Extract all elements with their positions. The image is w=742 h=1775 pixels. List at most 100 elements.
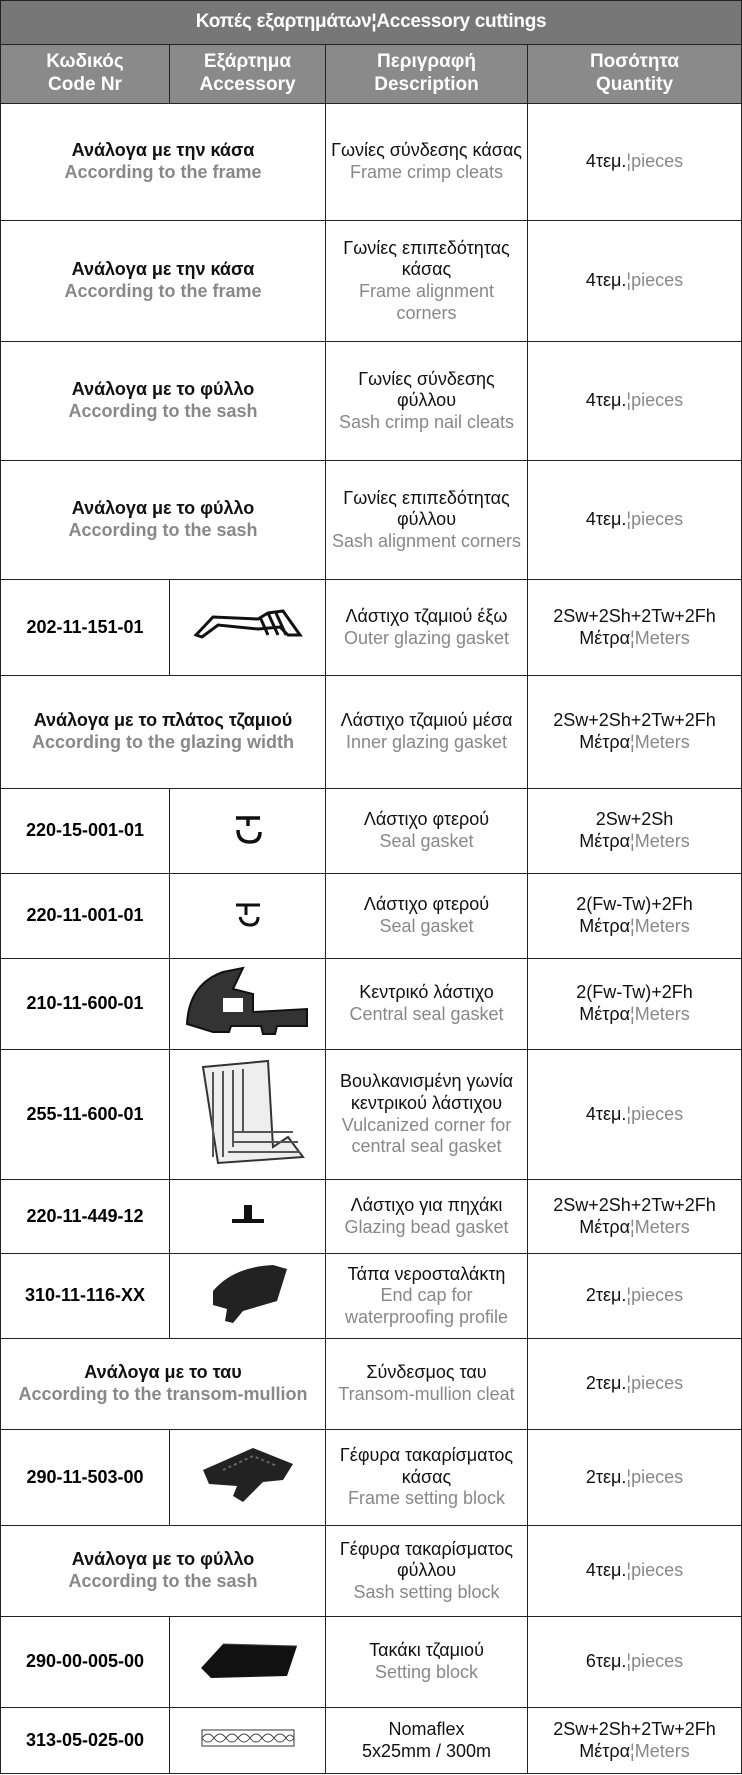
- description-el: Λάστιχο τζαμιού έξω: [345, 605, 508, 626]
- quantity-unit: Μέτρα¦Meters: [530, 916, 739, 938]
- code-cell: 220-11-001-01: [0, 873, 170, 959]
- icon-shape: [235, 816, 262, 845]
- description-el: Γωνίες σύνδεσης φύλλου: [358, 368, 495, 411]
- table-row: 255-11-600-01 Βουλκανισμένη γωνία κεντρικ…: [0, 1049, 742, 1180]
- icon-shape: [185, 966, 308, 1035]
- description-cell: Γέφυρα τακαρίσματος φύλλου Sash setting b…: [325, 1525, 528, 1617]
- icon-shape: [258, 612, 287, 636]
- unit-en: Meters: [634, 732, 690, 752]
- quantity-unit: 4τεμ.¦pieces: [530, 270, 739, 292]
- table-row: 210-11-600-01 Κεντρικό λάστιχο Central sea…: [0, 958, 742, 1050]
- description-el: Γωνίες επιπεδότητας φύλλου: [343, 487, 510, 530]
- quantity-cell: 2Sw+2Sh+2Tw+2Fh Μέτρα¦Meters: [527, 579, 742, 676]
- unit-el: 6τεμ.: [585, 1651, 627, 1672]
- quantity-cell: 4τεμ.¦pieces: [527, 460, 742, 580]
- quantity-formula: 2Sw+2Sh+2Tw+2Fh: [553, 1718, 716, 1739]
- description-cell: Λάστιχο τζαμιού μέσα Inner glazing gasket: [325, 675, 528, 789]
- description-el: Τάπα νεροσταλάκτη: [347, 1263, 506, 1284]
- unit-divider: ¦: [630, 831, 635, 851]
- description-en: Sash crimp nail cleats: [338, 411, 515, 432]
- basis-cell: Ανάλογα με το ταυ According to the transo…: [0, 1338, 326, 1430]
- quantity-cell: 4τεμ.¦pieces: [527, 341, 742, 461]
- table-row: Ανάλογα με το φύλλο According to the sash…: [0, 1525, 742, 1617]
- basis-el: Ανάλογα με το φύλλο: [71, 1549, 255, 1570]
- header-en: Description: [374, 74, 479, 95]
- unit-el: 4τεμ.: [585, 270, 627, 291]
- code-cell: 310-11-116-XX: [0, 1253, 170, 1339]
- basis-en: According to the sash: [68, 520, 258, 540]
- unit-el: Μέτρα: [579, 627, 631, 648]
- quantity-unit: 6τεμ.¦pieces: [530, 1651, 739, 1673]
- unit-el: Μέτρα: [579, 1740, 631, 1761]
- column-header: Εξάρτημα Accessory: [169, 44, 326, 104]
- icon-shape: [222, 1454, 277, 1471]
- quantity-cell: 2(Fw-Tw)+2Fh Μέτρα¦Meters: [527, 958, 742, 1050]
- description-el: Σύνδεσμος ταυ: [366, 1362, 487, 1383]
- quantity-cell: 2τεμ.¦pieces: [527, 1253, 742, 1339]
- description-cell: Τακάκι τζαμιού Setting block: [325, 1616, 528, 1708]
- unit-en: Meters: [634, 916, 690, 936]
- header-en: Code Nr: [48, 74, 122, 95]
- basis-cell: Ανάλογα με το πλάτος τζαμιού According to…: [0, 675, 326, 789]
- quantity-cell: 2Sw+2Sh+2Tw+2Fh Μέτρα¦Meters: [527, 675, 742, 789]
- unit-divider: ¦: [630, 1216, 635, 1237]
- basis-el: Ανάλογα με το φύλλο: [71, 498, 255, 519]
- description-cell: Γωνίες σύνδεσης φύλλου Sash crimp nail cl…: [325, 341, 528, 461]
- quantity-formula: 2Sw+2Sh+2Tw+2Fh: [553, 605, 716, 626]
- table-row: 290-00-005-00 Τακάκι τζαμιού Setting block…: [0, 1616, 742, 1708]
- quantity-formula: 2Sw+2Sh: [595, 809, 674, 830]
- icon-shape: [235, 903, 260, 927]
- unit-el: 4τεμ.: [585, 390, 627, 411]
- unit-en: pieces: [631, 1285, 684, 1306]
- header-row: Κωδικός Code Nr Εξάρτημα Accessory Περιγραφή…: [0, 44, 742, 104]
- table-row: 220-11-449-12 Λάστιχο για πηχάκι Glazing b…: [0, 1179, 742, 1254]
- description-cell: Κεντρικό λάστιχο Central seal gasket: [325, 958, 528, 1050]
- icon-shape: [202, 1447, 293, 1502]
- basis-el: Ανάλογα με την κάσα: [71, 259, 255, 280]
- icon-shape: [222, 1643, 297, 1647]
- code-cell: 202-11-151-01: [0, 579, 170, 676]
- description-en: End cap for waterproofing profile: [344, 1285, 509, 1327]
- unit-el: 2τεμ.: [585, 1373, 627, 1394]
- unit-en: pieces: [631, 1651, 684, 1672]
- description-en: Outer glazing gasket: [343, 627, 510, 648]
- basis-el: Ανάλογα με την κάσα: [71, 140, 255, 161]
- description-cell: Nomaflex 5x25mm / 300m: [325, 1707, 528, 1774]
- column-header: Περιγραφή Description: [325, 44, 528, 104]
- quantity-unit: 2τεμ.¦pieces: [530, 1373, 739, 1395]
- unit-en: pieces: [631, 509, 684, 530]
- unit-divider: ¦: [626, 270, 632, 291]
- description-el: Βουλκανισμένη γωνία κεντρικού λάστιχου: [339, 1071, 514, 1113]
- unit-el: Μέτρα: [579, 1004, 631, 1024]
- quantity-cell: 4τεμ.¦pieces: [527, 1049, 742, 1180]
- icon-shape: [201, 1059, 305, 1164]
- table-row: 202-11-151-01 Λάστιχο τζαμιού έξω Outer gl…: [0, 579, 742, 676]
- code-cell: 290-00-005-00: [0, 1616, 170, 1708]
- icon-shape: [192, 609, 303, 639]
- description-en: Seal gasket: [379, 831, 474, 851]
- icon-shape: [231, 1204, 264, 1223]
- quantity-unit: 4τεμ.¦pieces: [530, 1104, 739, 1126]
- description-cell: Λάστιχο τζαμιού έξω Outer glazing gasket: [325, 579, 528, 676]
- quantity-formula: 2Sw+2Sh+2Tw+2Fh: [553, 710, 716, 731]
- description-en: Sash alignment corners: [331, 530, 522, 551]
- table-row: 220-15-001-01 Λάστιχο φτερού Seal gasket 2S…: [0, 788, 742, 874]
- unit-el: 4τεμ.: [585, 509, 627, 530]
- accessory-image: [169, 1179, 326, 1254]
- unit-en: pieces: [631, 1103, 684, 1124]
- description-cell: Λάστιχο για πηχάκι Glazing bead gasket: [325, 1179, 528, 1254]
- unit-divider: ¦: [626, 509, 632, 530]
- unit-el: Μέτρα: [579, 916, 631, 936]
- description-en: Setting block: [374, 1662, 479, 1682]
- description-el: Λάστιχο για πηχάκι: [350, 1194, 503, 1215]
- table-row: 313-05-025-00 Nomaflex 5x25mm / 300m 2Sw+2S…: [0, 1707, 742, 1774]
- icon-shape: [200, 1643, 297, 1679]
- unit-divider: ¦: [630, 916, 635, 936]
- description-en: Transom-mullion cleat: [338, 1384, 515, 1404]
- table-row: 220-11-001-01 Λάστιχο φτερού Seal gasket 2(…: [0, 873, 742, 959]
- quantity-formula: 2(Fw-Tw)+2Fh: [576, 894, 693, 915]
- quantity-unit: Μέτρα¦Meters: [530, 1217, 739, 1239]
- description-cell: Γέφυρα τακαρίσματος κάσας Frame setting b…: [325, 1429, 528, 1526]
- code-cell: 313-05-025-00: [0, 1707, 170, 1774]
